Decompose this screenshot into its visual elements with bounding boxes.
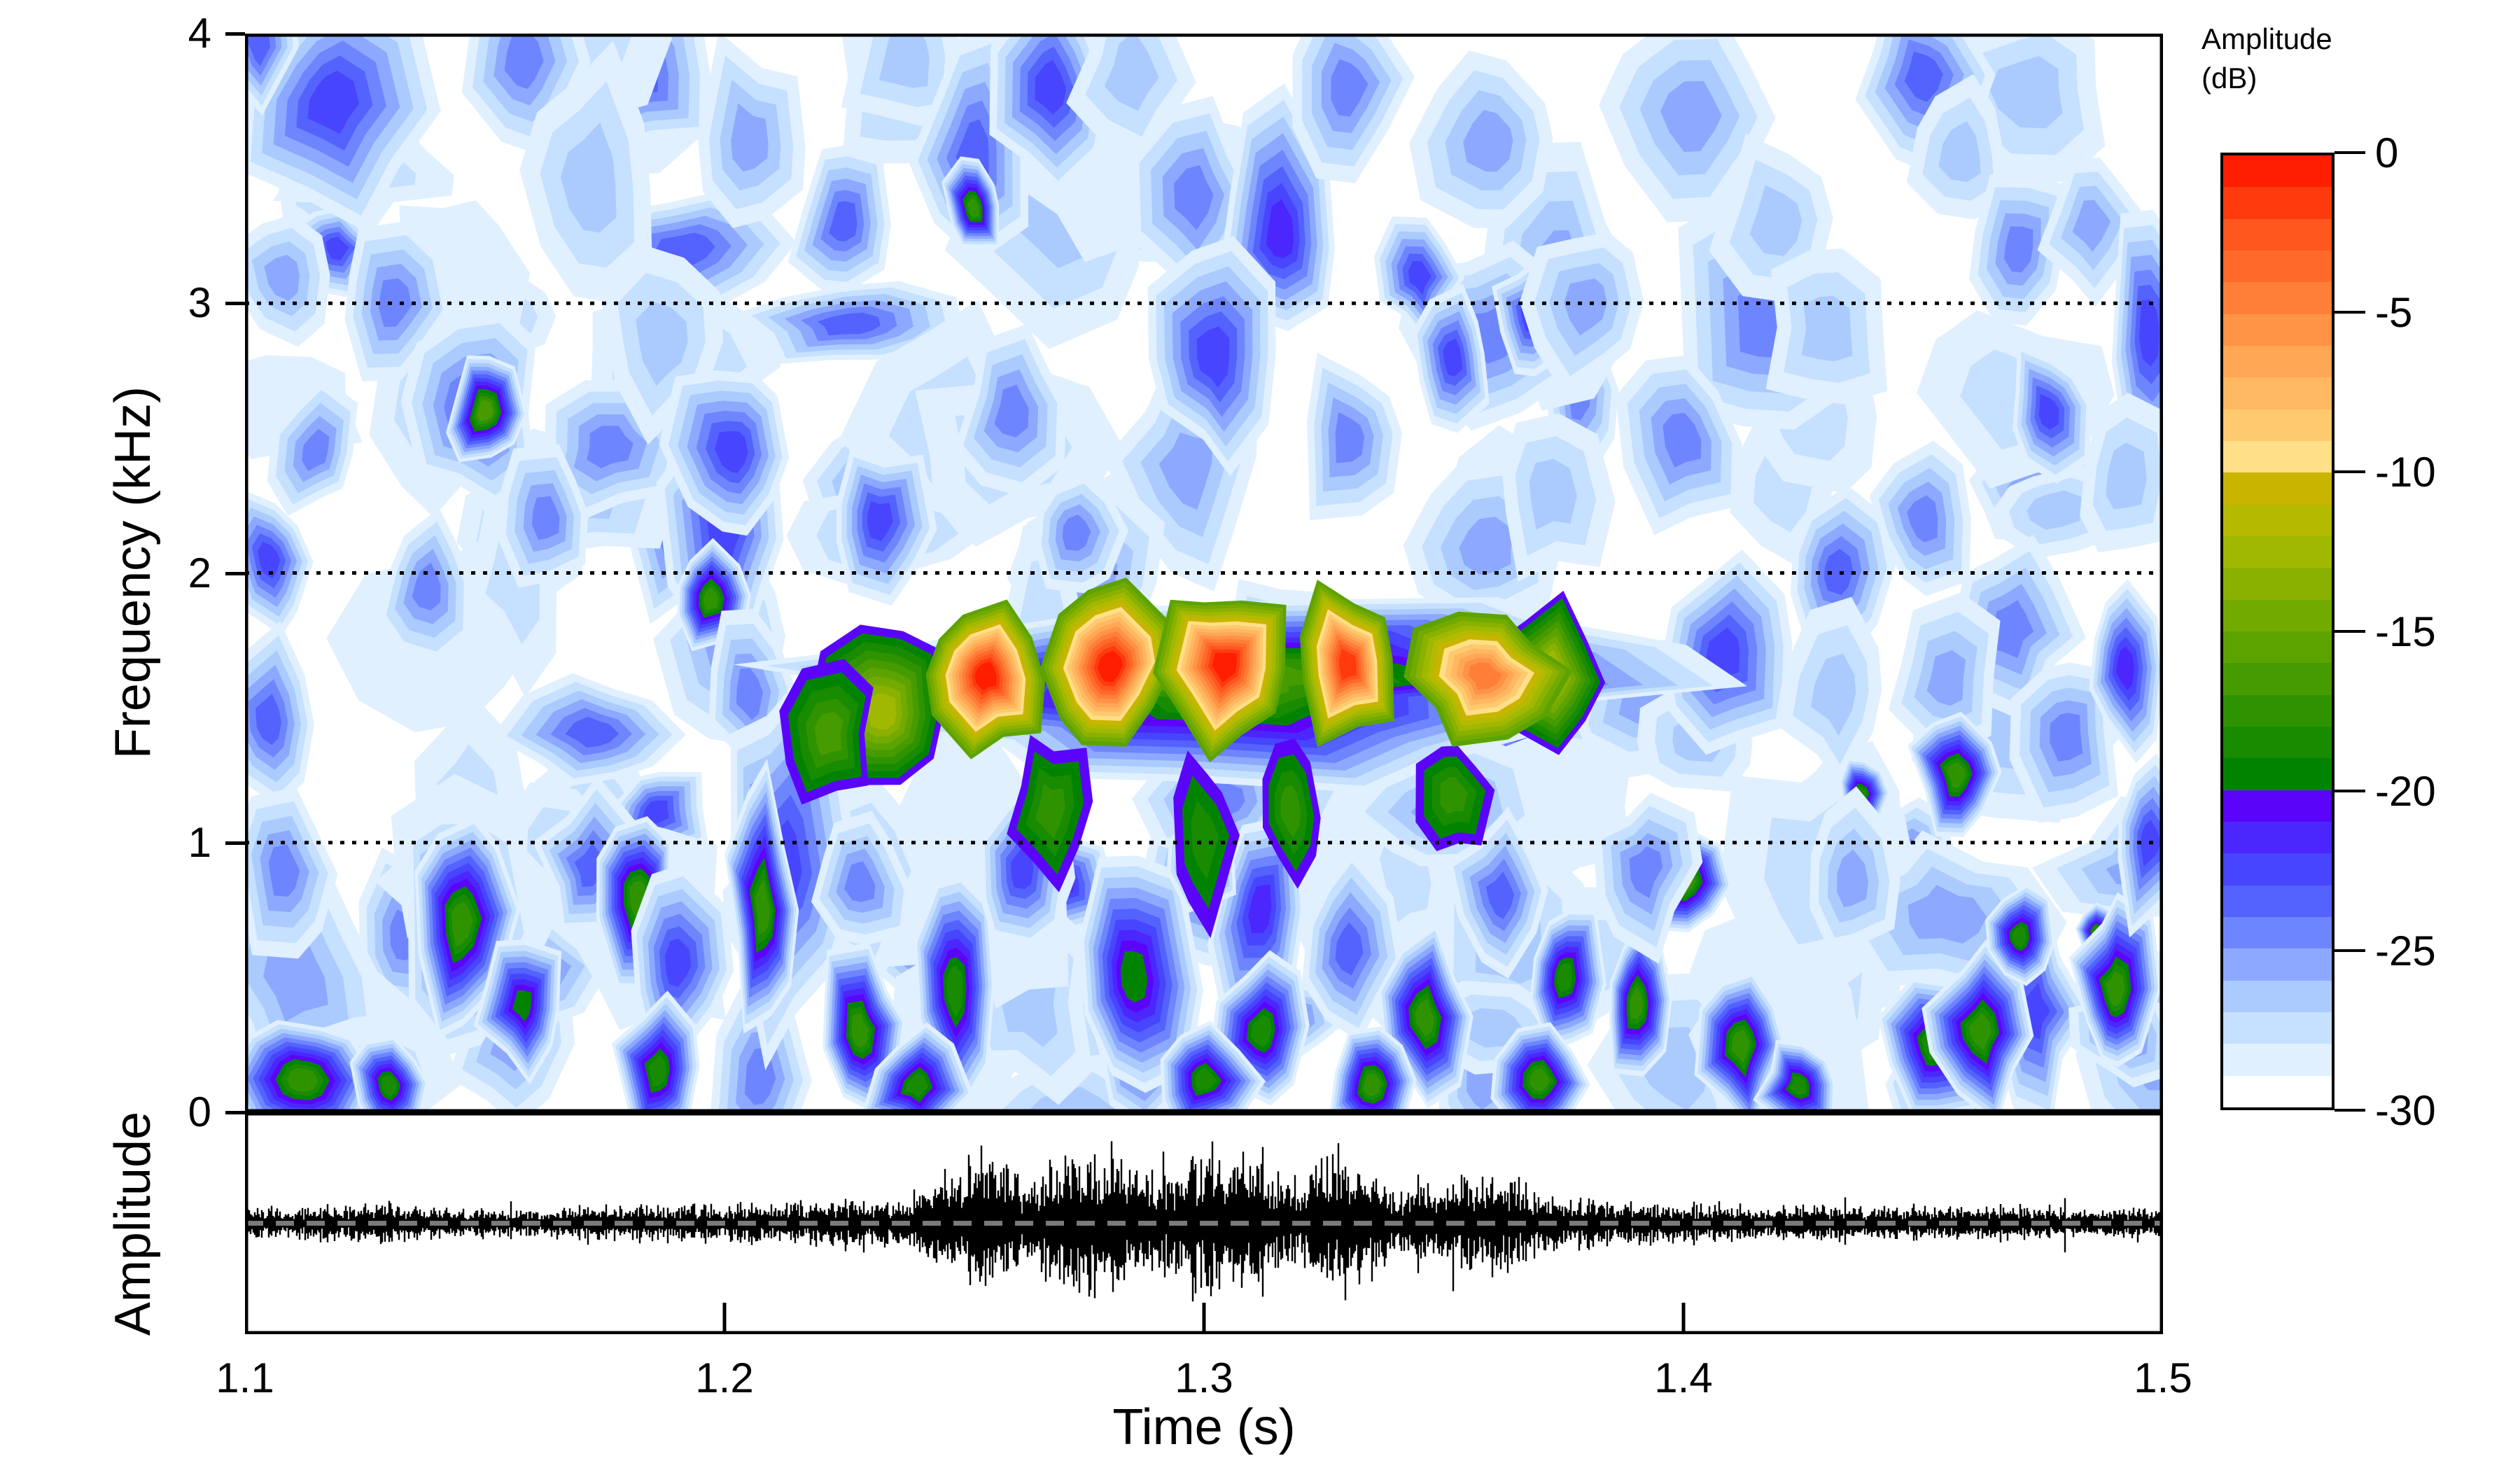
x-tick-label: 1.1 (216, 1354, 274, 1401)
colorbar-tick-mark (2334, 1109, 2365, 1112)
y-axis-title-amplitude: Amplitude (105, 1111, 161, 1336)
x-tick-label: 1.5 (2134, 1354, 2192, 1401)
y-tick-label: 4 (188, 10, 211, 57)
oscillogram-panel (245, 1112, 2163, 1334)
y-axis-title-frequency: Frequency (kHz) (105, 386, 161, 760)
spectrogram-panel (245, 34, 2163, 1112)
colorbar-segment (2223, 1011, 2332, 1044)
colorbar-segment (2223, 1075, 2332, 1107)
colorbar-segment (2223, 663, 2332, 695)
y-tick-mark (225, 841, 245, 845)
colorbar-segment (2223, 948, 2332, 981)
colorbar-tick-mark (2334, 790, 2365, 792)
colorbar-segment (2223, 568, 2332, 600)
colorbar-tick-mark (2334, 949, 2365, 952)
colorbar-segment (2223, 885, 2332, 917)
colorbar-tick-mark (2334, 311, 2365, 314)
y-tick-mark (225, 32, 245, 36)
colorbar-segment (2223, 282, 2332, 314)
colorbar-segment (2223, 409, 2332, 441)
y-tick-mark (225, 1111, 245, 1114)
colorbar-segment (2223, 504, 2332, 536)
colorbar-segment (2223, 916, 2332, 949)
colorbar-segment (2223, 1044, 2332, 1076)
colorbar-segment (2223, 536, 2332, 568)
colorbar-tick-label: -5 (2375, 289, 2413, 336)
colorbar-segment (2223, 218, 2332, 251)
y-tick-label: 1 (188, 818, 211, 866)
colorbar-tick-label: -25 (2375, 927, 2436, 974)
colorbar-tick-label: -30 (2375, 1087, 2436, 1134)
x-tick-label: 1.4 (1654, 1354, 1713, 1401)
colorbar-segment (2223, 853, 2332, 886)
colorbar-title-line2: (dB) (2202, 62, 2258, 94)
colorbar-tick-label: -15 (2375, 608, 2436, 655)
colorbar-segment (2223, 980, 2332, 1012)
colorbar-tick-mark (2334, 630, 2365, 633)
colorbar-segment (2223, 472, 2332, 505)
colorbar-segment (2223, 726, 2332, 759)
colorbar-segment (2223, 250, 2332, 283)
colorbar-segment (2223, 345, 2332, 378)
y-tick-mark (225, 302, 245, 306)
colorbar-segment (2223, 155, 2332, 188)
colorbar-segment (2223, 599, 2332, 631)
x-axis-title: Time (s) (1112, 1399, 1296, 1455)
colorbar-segment (2223, 758, 2332, 790)
colorbar-segment (2223, 187, 2332, 219)
x-tick-label: 1.3 (1175, 1354, 1233, 1401)
y-tick-label: 0 (188, 1088, 211, 1135)
colorbar-tick-label: 0 (2375, 130, 2399, 176)
y-tick-mark (225, 571, 245, 575)
colorbar-title: Amplitude (dB) (2202, 20, 2332, 98)
colorbar-segment (2223, 790, 2332, 822)
colorbar-tick-label: -10 (2375, 449, 2436, 496)
colorbar-segment (2223, 821, 2332, 854)
colorbar-tick-mark (2334, 470, 2365, 473)
y-tick-label: 3 (188, 279, 211, 327)
colorbar-segment (2223, 314, 2332, 346)
y-tick-label: 2 (188, 549, 211, 596)
colorbar-segment (2223, 694, 2332, 727)
x-tick-label: 1.2 (695, 1354, 754, 1401)
colorbar-tick-mark (2334, 151, 2365, 154)
colorbar-title-line1: Amplitude (2202, 22, 2332, 55)
colorbar (2220, 153, 2334, 1110)
colorbar-segment (2223, 440, 2332, 473)
colorbar-segment (2223, 631, 2332, 664)
colorbar-tick-label: -20 (2375, 768, 2436, 815)
colorbar-segment (2223, 377, 2332, 410)
